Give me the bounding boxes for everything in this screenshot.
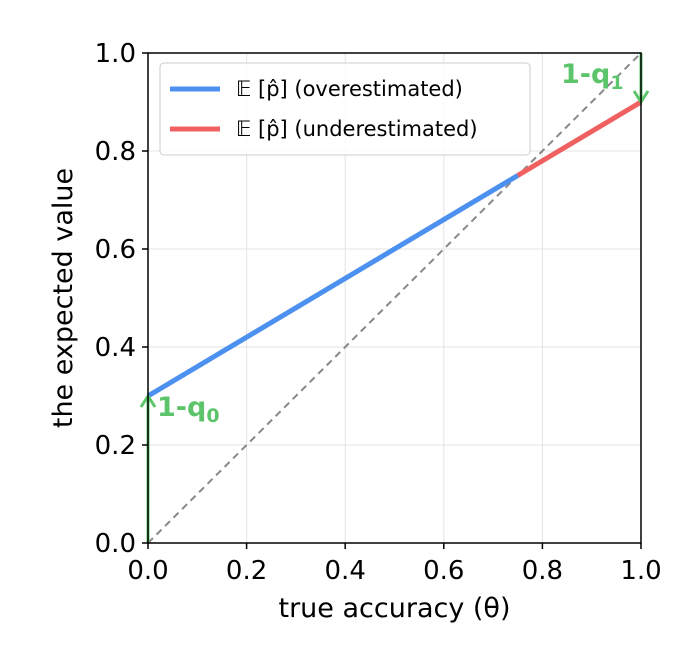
y-axis-ticks: 0.0 0.2 0.4 0.6 0.8 1.0 bbox=[95, 39, 148, 559]
series-line-underestimated bbox=[516, 99, 643, 178]
legend: 𝔼 [p̂] (overestimated) 𝔼 [p̂] (underestim… bbox=[159, 62, 531, 156]
annotation-subscript: 1 bbox=[610, 72, 623, 94]
legend-box bbox=[159, 62, 531, 156]
y-axis-label: the expected value bbox=[48, 168, 79, 428]
x-tick-label: 1.0 bbox=[620, 556, 661, 586]
y-tick-label: 0.4 bbox=[95, 333, 136, 363]
annotation-label-0: 1-q0 bbox=[157, 392, 220, 427]
x-axis-ticks: 0.0 0.2 0.4 0.6 0.8 1.0 bbox=[127, 543, 662, 586]
annotation-label-1: 1-q1 bbox=[561, 59, 624, 94]
x-tick-label: 0.2 bbox=[226, 556, 267, 586]
diagonal-reference-line bbox=[147, 52, 642, 544]
y-tick-label: 1.0 bbox=[95, 39, 136, 69]
x-tick-label: 0.4 bbox=[325, 556, 366, 586]
legend-label: 𝔼 [p̂] (underestimated) bbox=[236, 117, 478, 141]
annotation-labels: 1-q01-q1 bbox=[157, 59, 624, 427]
annotation-subscript: 0 bbox=[206, 405, 219, 427]
x-tick-label: 0.8 bbox=[522, 556, 563, 586]
annotation-text: 1-q bbox=[561, 59, 610, 90]
y-tick-label: 0.2 bbox=[95, 431, 136, 461]
legend-label: 𝔼 [p̂] (overestimated) bbox=[236, 77, 463, 101]
x-tick-label: 0.6 bbox=[423, 556, 464, 586]
y-tick-label: 0.6 bbox=[95, 235, 136, 265]
series-line-overestimated bbox=[146, 173, 520, 399]
series-layer bbox=[146, 99, 643, 399]
plot-frame bbox=[147, 52, 642, 544]
y-tick-label: 0.0 bbox=[95, 529, 136, 559]
annotation-text: 1-q bbox=[157, 392, 206, 423]
y-tick-label: 0.8 bbox=[95, 137, 136, 167]
x-axis-label: true accuracy (θ) bbox=[279, 593, 511, 624]
x-tick-label: 0.0 bbox=[127, 556, 168, 586]
